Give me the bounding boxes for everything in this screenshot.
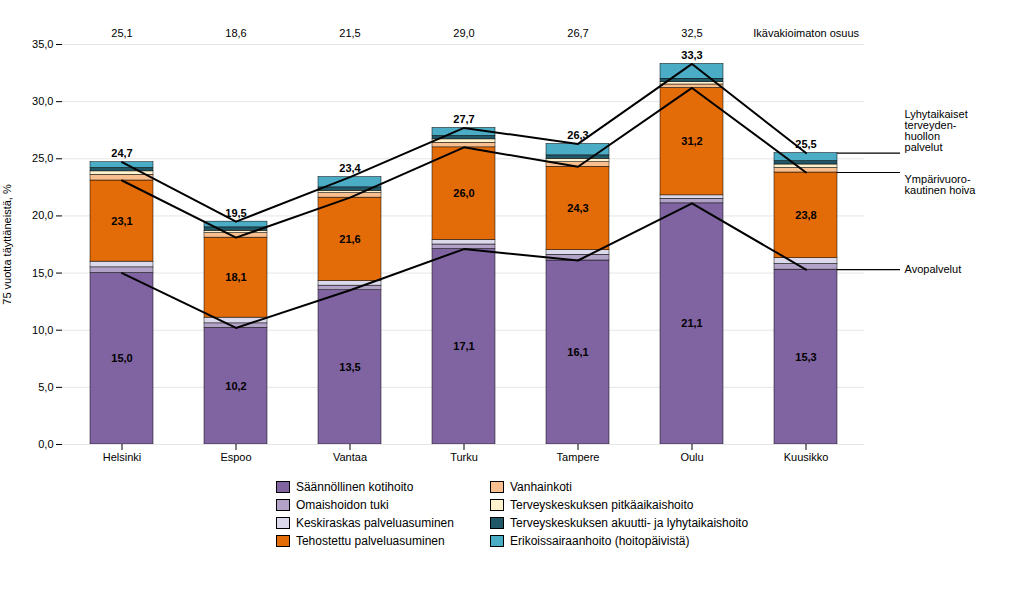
html-text:Säännöllinen kotihoito: Säännöllinen kotihoito — [295, 480, 414, 494]
svg-text:Oulu: Oulu — [680, 451, 703, 463]
html-text:Tehostettu palveluasuminen: Tehostettu palveluasuminen — [295, 534, 445, 548]
svg-text:15,0: 15,0 — [32, 267, 53, 279]
svg-text:33,3: 33,3 — [681, 49, 702, 61]
svg-text:26,3: 26,3 — [567, 129, 588, 141]
svg-text:10,2: 10,2 — [225, 380, 246, 392]
svg-text:25,1: 25,1 — [111, 27, 132, 39]
svg-text:Espoo: Espoo — [220, 451, 251, 463]
svg-text:31,2: 31,2 — [681, 135, 702, 147]
html-text:Terveyskeskuksen akuutti- ja l: Terveyskeskuksen akuutti- ja lyhytaikais… — [510, 516, 749, 530]
svg-text:17,1: 17,1 — [453, 340, 474, 352]
html-text:Terveyskeskuksen pitkäaikaisho: Terveyskeskuksen pitkäaikaishoito — [510, 498, 694, 512]
svg-text:24,7: 24,7 — [111, 147, 132, 159]
svg-text:21,1: 21,1 — [681, 317, 702, 329]
svg-text:27,7: 27,7 — [453, 113, 474, 125]
svg-text:23,1: 23,1 — [111, 215, 132, 227]
svg-text:16,1: 16,1 — [567, 346, 588, 358]
svg-text:35,0: 35,0 — [32, 38, 53, 50]
svg-text:21,6: 21,6 — [339, 233, 360, 245]
svg-text:19,5: 19,5 — [225, 207, 246, 219]
svg-text:0,0: 0,0 — [38, 438, 53, 450]
svg-text:29,0: 29,0 — [453, 27, 474, 39]
svg-text:26,0: 26,0 — [453, 187, 474, 199]
svg-text:10,0: 10,0 — [32, 324, 53, 336]
svg-text:18,1: 18,1 — [225, 271, 246, 283]
html-text:Vanhainkoti: Vanhainkoti — [510, 480, 572, 494]
html-text:Erikoissairaanhoito (hoitopäiv: Erikoissairaanhoito (hoitopäivistä) — [510, 534, 690, 548]
svg-text:32,5: 32,5 — [681, 27, 702, 39]
svg-text:25,5: 25,5 — [795, 138, 816, 150]
html-text:Omaishoidon tuki: Omaishoidon tuki — [295, 498, 389, 512]
svg-text:23,8: 23,8 — [795, 209, 816, 221]
svg-text:13,5: 13,5 — [339, 361, 360, 373]
svg-text:Ikävakioimaton osuus: Ikävakioimaton osuus — [753, 27, 859, 39]
svg-text:Lyhytaikaisetterveyden-huollon: Lyhytaikaisetterveyden-huollonpalvelut — [905, 108, 968, 153]
svg-text:23,4: 23,4 — [339, 162, 361, 174]
svg-text:Turku: Turku — [450, 451, 478, 463]
svg-text:Tampere: Tampere — [557, 451, 600, 463]
svg-text:15,3: 15,3 — [795, 351, 816, 363]
svg-text:75 vuotta täyttäneistä, %: 75 vuotta täyttäneistä, % — [1, 184, 13, 305]
svg-text:24,3: 24,3 — [567, 202, 588, 214]
svg-text:20,0: 20,0 — [32, 209, 53, 221]
svg-text:18,6: 18,6 — [225, 27, 246, 39]
html-text:Keskiraskas palveluasuminen: Keskiraskas palveluasuminen — [295, 516, 454, 530]
svg-text:Vantaa: Vantaa — [333, 451, 368, 463]
svg-text:Kuusikko: Kuusikko — [784, 451, 829, 463]
svg-text:Helsinki: Helsinki — [103, 451, 142, 463]
svg-text:Avopalvelut: Avopalvelut — [905, 263, 962, 275]
svg-text:30,0: 30,0 — [32, 95, 53, 107]
svg-text:21,5: 21,5 — [339, 27, 360, 39]
svg-text:26,7: 26,7 — [567, 27, 588, 39]
svg-text:15,0: 15,0 — [111, 352, 132, 364]
svg-text:Ympärivuoro-kautinen hoiva: Ympärivuoro-kautinen hoiva — [905, 173, 977, 196]
svg-text:25,0: 25,0 — [32, 152, 53, 164]
svg-text:5,0: 5,0 — [38, 381, 53, 393]
